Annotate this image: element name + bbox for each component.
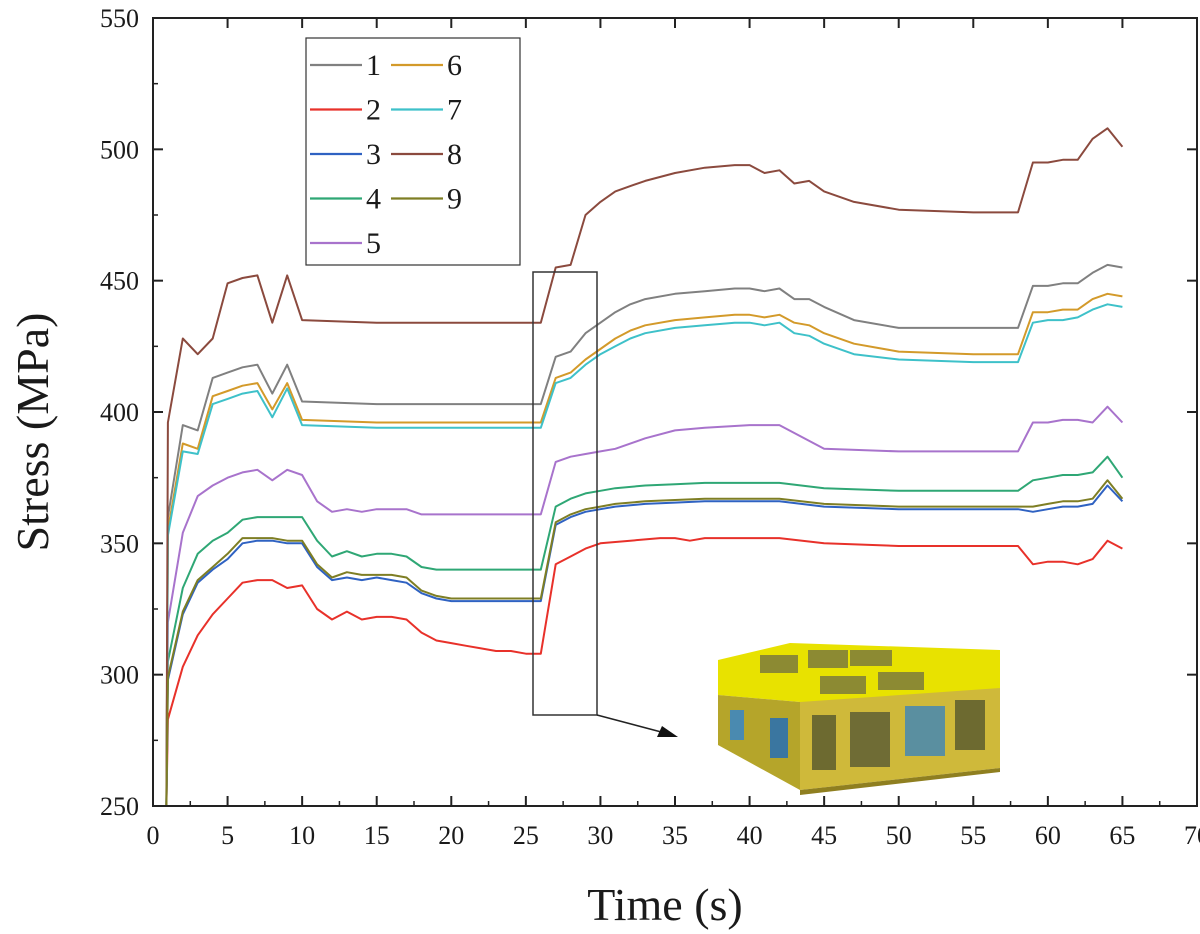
x-tick-label: 15	[364, 821, 390, 850]
lattice-cube-inset	[532, 271, 1000, 795]
legend-label: 8	[447, 138, 462, 171]
zoom-arrow-line	[596, 714, 666, 734]
legend-item-1: 1	[310, 49, 381, 82]
y-tick-label: 300	[100, 661, 139, 690]
y-tick-label: 400	[100, 398, 139, 427]
legend-item-2: 2	[310, 94, 381, 127]
x-tick-label: 30	[587, 821, 613, 850]
y-tick-label: 250	[100, 792, 139, 821]
zoom-box	[532, 271, 598, 716]
series-line-7	[165, 303, 1123, 807]
x-tick-label: 60	[1035, 821, 1061, 850]
legend: 1 2 3 4 5 6 7 8 9	[305, 37, 521, 266]
x-tick-label: 20	[438, 821, 464, 850]
legend-label: 3	[366, 138, 381, 171]
series-line-6	[165, 292, 1123, 807]
legend-label: 6	[447, 49, 462, 82]
x-tick-label: 65	[1109, 821, 1135, 850]
legend-item-7: 7	[391, 94, 462, 127]
legend-item-6: 6	[391, 49, 462, 82]
legend-label: 5	[366, 227, 381, 260]
y-tick-label: 550	[100, 4, 139, 33]
x-tick-label: 10	[289, 821, 315, 850]
legend-item-4: 4	[310, 183, 381, 216]
legend-label: 7	[447, 94, 462, 127]
x-axis-title: Time (s)	[587, 879, 743, 930]
legend-label: 1	[366, 49, 381, 82]
x-tick-label: 45	[811, 821, 837, 850]
x-tick-label: 0	[147, 821, 160, 850]
y-axis-title: Stress (MPa)	[7, 313, 58, 552]
series-line-8	[165, 127, 1124, 807]
x-tick-label: 5	[221, 821, 234, 850]
series-line-1	[165, 263, 1123, 807]
legend-label: 9	[447, 183, 462, 216]
x-tick-label: 35	[662, 821, 688, 850]
legend-box	[305, 37, 521, 266]
y-tick-label: 450	[100, 267, 139, 296]
legend-label: 2	[366, 94, 381, 127]
x-tick-label: 55	[960, 821, 986, 850]
x-tick-label: 70	[1184, 821, 1200, 850]
legend-label: 4	[366, 183, 381, 216]
y-tick-label: 350	[100, 529, 139, 558]
x-tick-label: 40	[737, 821, 763, 850]
legend-item-8: 8	[391, 138, 462, 171]
x-tick-label: 50	[886, 821, 912, 850]
zoom-arrowhead	[657, 726, 678, 737]
legend-item-3: 3	[310, 138, 381, 171]
y-tick-label: 500	[100, 135, 139, 164]
axes: 0510152025303540455055606570250300350400…	[7, 4, 1200, 930]
legend-item-9: 9	[391, 183, 462, 216]
legend-item-5: 5	[310, 227, 381, 260]
x-tick-label: 25	[513, 821, 539, 850]
lattice-cube-model	[718, 643, 1000, 795]
